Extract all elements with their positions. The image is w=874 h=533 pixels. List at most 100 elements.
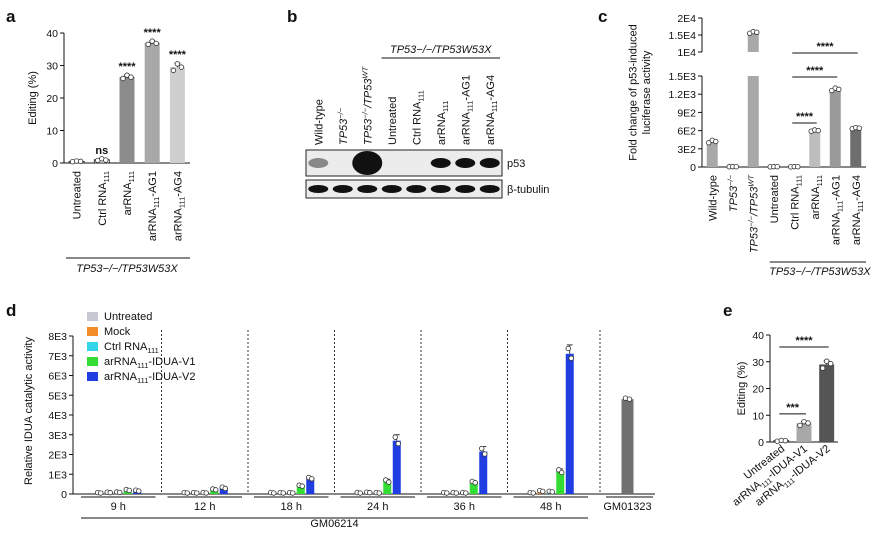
a-group-label: TP53−/−/TP53W53X bbox=[76, 263, 178, 275]
d-point-3-3-b bbox=[386, 479, 392, 485]
c-ytick-lower-label-0: 0 bbox=[690, 162, 696, 174]
d-bar-3-3 bbox=[383, 481, 392, 494]
c-bar-0 bbox=[706, 141, 718, 167]
d-bar-3-4 bbox=[392, 440, 401, 494]
a-point-3-0 bbox=[145, 41, 151, 48]
c-point-1-2 bbox=[733, 163, 739, 170]
d-legend-label-4-part-0: arRNA bbox=[104, 371, 138, 383]
c-comparison-label-1: **** bbox=[806, 65, 824, 77]
b-band-1-2 bbox=[357, 185, 378, 193]
d-point-3-1-b bbox=[367, 489, 373, 496]
b-row-label-0: p53 bbox=[507, 158, 525, 170]
d-legend-swatch-2 bbox=[87, 342, 98, 351]
c-ytick-lower-label-5: 1.5E3 bbox=[669, 71, 697, 83]
b-lane-label-2-part-2: /TP53 bbox=[362, 78, 374, 109]
c-bar-6 bbox=[829, 89, 841, 167]
b-group-label: TP53−/−/TP53W53X bbox=[390, 44, 492, 56]
b-lane-label-6-part-0: arRNA bbox=[460, 111, 472, 145]
b-lane-label-5: arRNA111 bbox=[436, 101, 450, 145]
c-xtick-label-2-part-1: −/− bbox=[746, 215, 755, 226]
d-ytick-label-2: 2E3 bbox=[48, 450, 67, 462]
d-point-2-0-b bbox=[271, 490, 277, 496]
c-xtick-label-7: arRNA111-AG4 bbox=[851, 175, 865, 245]
c-xtick-label-7-part-0: arRNA bbox=[851, 211, 863, 245]
d-group-label-1: 12 h bbox=[194, 501, 215, 513]
d-legend-label-4-part-2: -IDUA-V2 bbox=[148, 371, 195, 383]
d-point-3-4-b bbox=[395, 440, 401, 447]
b-blot-row-1 bbox=[305, 179, 503, 199]
a-sig-3: **** bbox=[144, 27, 162, 39]
a-ytick-label-3: 30 bbox=[46, 61, 58, 73]
c-xtick-label-2-part-3: WT bbox=[746, 174, 755, 187]
d-legend-label-0-part-0: Untreated bbox=[104, 311, 152, 323]
c-group-label: TP53−/−/TP53W53X bbox=[769, 266, 871, 278]
e-comparison-label-0: *** bbox=[786, 402, 800, 414]
b-band-0-7 bbox=[479, 158, 500, 168]
b-band-0-2 bbox=[352, 151, 383, 175]
a-point-4-2 bbox=[178, 64, 185, 70]
c-xtick-label-5-part-1: 111 bbox=[815, 175, 824, 186]
c-xtick-label-7-part-2: -AG4 bbox=[851, 175, 863, 201]
c-point-3-2 bbox=[774, 163, 780, 170]
d-point-5-1-b bbox=[540, 488, 546, 495]
a-xtick-label-4-part-2: -AG4 bbox=[172, 171, 184, 197]
b-lane-label-7-part-2: -AG4 bbox=[485, 75, 497, 101]
b-lane-label-7-part-0: arRNA bbox=[485, 111, 497, 145]
a-bar-2 bbox=[119, 76, 135, 163]
d-group-label-5: 48 h bbox=[540, 501, 561, 513]
c-xtick-label-6-part-0: arRNA bbox=[830, 211, 842, 245]
c-xtick-label-0-part-0: Wild-type bbox=[707, 175, 719, 221]
b-lane-label-6: arRNA111-AG1 bbox=[460, 75, 474, 145]
a-ytick-label-1: 10 bbox=[46, 126, 58, 138]
a-xtick-label-1-part-0: Ctrl RNA bbox=[97, 182, 109, 226]
c-xtick-label-6: arRNA111-AG1 bbox=[830, 175, 844, 245]
a-xtick-label-2-part-1: 111 bbox=[127, 171, 136, 182]
d-bar-5-3 bbox=[556, 471, 565, 494]
c-xtick-label-0: Wild-type bbox=[707, 175, 719, 221]
a-bar-4 bbox=[169, 67, 185, 163]
a-sig-2: **** bbox=[118, 61, 136, 73]
a-point-0-2 bbox=[77, 158, 84, 165]
b-lane-label-3-part-0: Untreated bbox=[387, 97, 399, 145]
b-lane-label-0-part-0: Wild-type bbox=[313, 99, 325, 145]
d-extra-point-b bbox=[626, 396, 633, 402]
d-legend-label-1-part-0: Mock bbox=[104, 326, 131, 338]
a-xtick-label-0: Untreated bbox=[72, 171, 84, 219]
d-point-4-1-b bbox=[453, 490, 459, 496]
d-ytick-label-7: 7E3 bbox=[48, 351, 67, 363]
panel-b-letter: b bbox=[287, 7, 297, 26]
d-legend-label-2: Ctrl RNA111 bbox=[104, 341, 159, 355]
d-point-5-3-b bbox=[559, 469, 565, 476]
d-legend-label-3-part-2: -IDUA-V1 bbox=[148, 356, 195, 368]
b-lane-label-2-part-1: −/− bbox=[360, 107, 369, 118]
a-xtick-label-1: Ctrl RNA111 bbox=[97, 171, 111, 226]
d-cellline-label: GM06214 bbox=[310, 518, 358, 530]
a-point-3-2 bbox=[153, 40, 159, 47]
d-legend-swatch-4 bbox=[87, 372, 98, 381]
d-ytick-label-0: 0 bbox=[61, 489, 67, 501]
e-ytick-label-0: 0 bbox=[758, 437, 764, 449]
e-point-2-2 bbox=[827, 360, 834, 367]
c-ytick-upper-label-2: 2E4 bbox=[677, 13, 696, 25]
b-lane-label-2-part-3: WT bbox=[360, 65, 369, 78]
d-group-label-4: 36 h bbox=[454, 501, 475, 513]
c-xtick-label-3: Untreated bbox=[769, 175, 781, 223]
a-ytick-label-0: 0 bbox=[52, 158, 58, 170]
b-lane-label-4-part-1: 111 bbox=[416, 90, 425, 101]
e-point-2-1 bbox=[823, 358, 830, 364]
d-point-1-0-b bbox=[184, 490, 190, 496]
c-ytick-lower-label-4: 1.2E3 bbox=[669, 89, 697, 101]
d-legend-label-4-part-1: 111 bbox=[137, 376, 148, 385]
b-lane-label-0: Wild-type bbox=[313, 99, 325, 145]
d-bar-2-3 bbox=[296, 485, 305, 494]
b-lane-label-1: TP53−/− bbox=[336, 107, 350, 145]
c-xtick-label-4: Ctrl RNA111 bbox=[789, 175, 803, 230]
c-ylabel: Fold change of p53-inducedluciferase act… bbox=[628, 24, 653, 160]
d-group-label-3: 24 h bbox=[367, 501, 388, 513]
b-band-1-7 bbox=[479, 185, 500, 193]
a-point-2-2 bbox=[128, 74, 134, 80]
b-lane-label-3: Untreated bbox=[387, 97, 399, 145]
c-xtick-label-1-part-1: −/− bbox=[726, 174, 735, 185]
